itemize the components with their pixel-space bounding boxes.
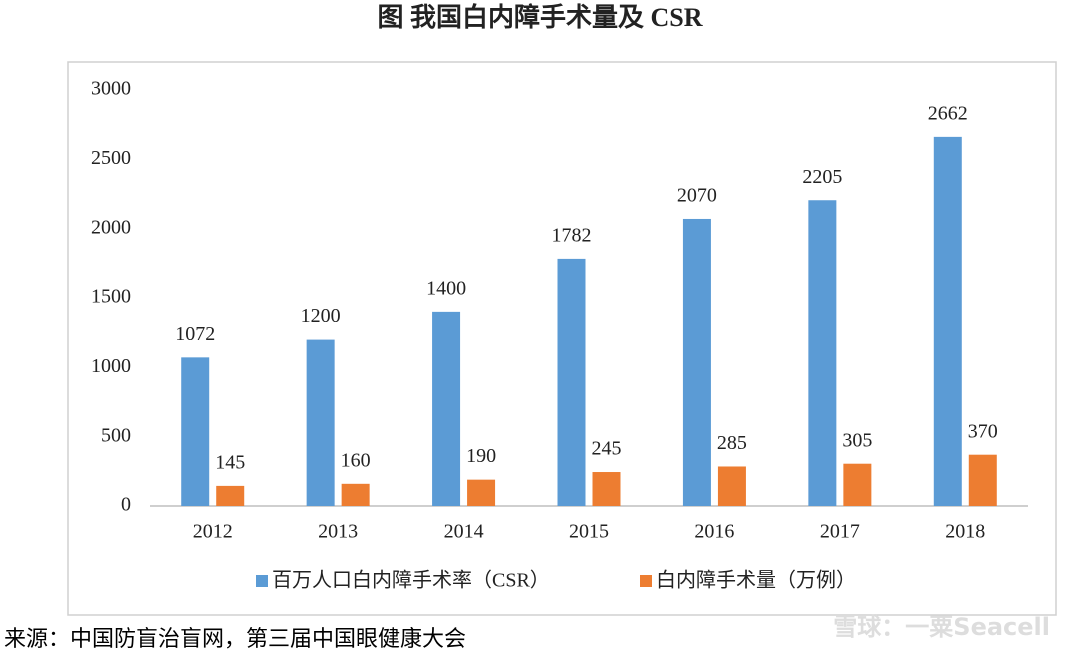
y-tick-label: 1000 xyxy=(91,355,131,377)
x-tick-label: 2012 xyxy=(193,521,233,543)
bar xyxy=(557,258,586,506)
x-tick-label: 2013 xyxy=(318,521,358,543)
legend-swatch xyxy=(256,575,268,587)
value-label: 305 xyxy=(842,429,872,451)
bar xyxy=(592,472,621,506)
bar xyxy=(306,339,335,506)
y-tick-label: 0 xyxy=(121,494,131,516)
bar xyxy=(341,483,370,506)
x-tick-label: 2016 xyxy=(694,521,734,543)
bar xyxy=(968,454,997,506)
legend-swatch xyxy=(640,575,652,587)
value-label: 1400 xyxy=(426,277,466,299)
value-label: 2070 xyxy=(677,185,717,207)
y-tick-label: 2500 xyxy=(91,147,131,169)
x-tick-label: 2017 xyxy=(820,521,860,543)
x-tick-label: 2014 xyxy=(444,521,484,543)
bar xyxy=(432,311,461,506)
value-label: 285 xyxy=(717,432,747,454)
bar xyxy=(467,479,496,506)
y-tick-label: 500 xyxy=(101,424,131,446)
value-label: 245 xyxy=(592,438,622,460)
bar xyxy=(717,466,746,506)
chart-frame xyxy=(67,61,1057,616)
chart-title: 图 我国白内障手术量及 CSR xyxy=(377,2,702,32)
value-label: 2205 xyxy=(802,166,842,188)
bar xyxy=(682,218,711,506)
value-label: 145 xyxy=(215,451,245,473)
y-tick-label: 3000 xyxy=(91,78,131,100)
value-label: 1072 xyxy=(175,323,215,345)
source: 来源：中国防盲治盲网，第三届中国眼健康大会 xyxy=(4,626,466,651)
legend-label: 百万人口白内障手术率（CSR） xyxy=(272,569,550,592)
value-label: 160 xyxy=(341,449,371,471)
x-tick-label: 2015 xyxy=(569,521,609,543)
value-label: 1782 xyxy=(552,224,592,246)
x-tick-label: 2018 xyxy=(945,521,985,543)
value-label: 190 xyxy=(466,445,496,467)
watermark: 雪球：一粟Seacell xyxy=(833,613,1050,641)
value-label: 370 xyxy=(968,420,998,442)
bar xyxy=(181,357,210,506)
bar xyxy=(216,485,245,506)
value-label: 1200 xyxy=(301,305,341,327)
bar xyxy=(808,200,837,507)
bar xyxy=(843,463,872,506)
legend-label: 白内障手术量（万例） xyxy=(656,569,856,592)
value-label: 2662 xyxy=(928,102,968,124)
y-tick-label: 2000 xyxy=(91,216,131,238)
bar xyxy=(933,136,962,507)
y-tick-label: 1500 xyxy=(91,286,131,308)
